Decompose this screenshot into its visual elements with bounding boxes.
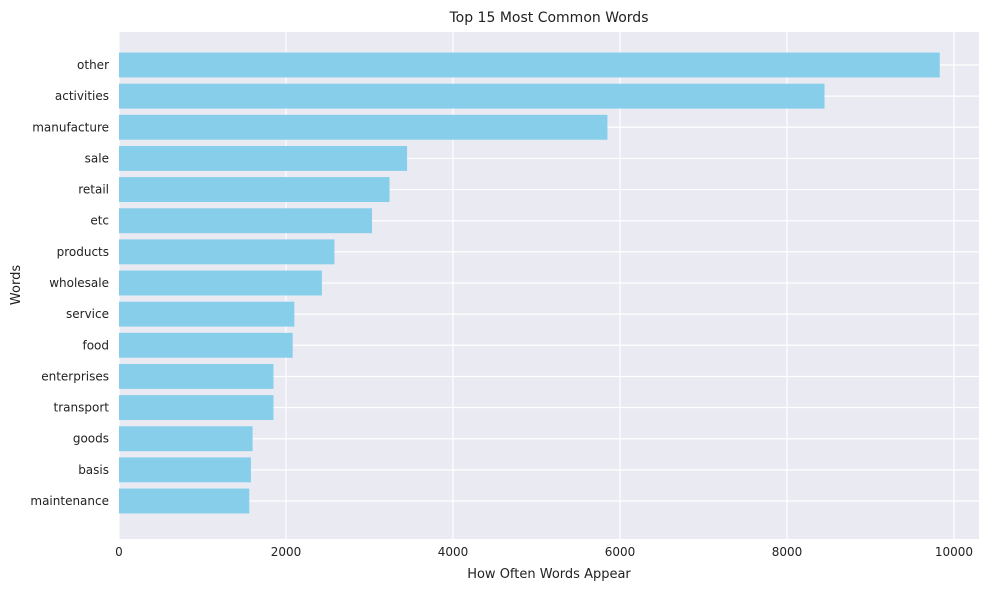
y-tick-label: manufacture [32, 120, 109, 134]
y-tick-label: service [66, 307, 109, 321]
x-tick-labels: 0 2000 4000 6000 8000 10000 [115, 545, 973, 559]
bar-etc [119, 208, 372, 234]
y-tick-label: maintenance [30, 494, 109, 508]
x-tick-label: 8000 [772, 545, 803, 559]
bar-sale [119, 145, 408, 171]
x-tick-label: 10000 [935, 545, 973, 559]
x-tick-label: 0 [115, 545, 123, 559]
bar-retail [119, 177, 390, 203]
x-tick-label: 2000 [271, 545, 302, 559]
y-tick-label: etc [90, 214, 109, 228]
y-tick-label: other [77, 58, 109, 72]
bars [119, 52, 940, 514]
bar-maintenance [119, 488, 250, 514]
bar-basis [119, 457, 251, 483]
bar-food [119, 332, 293, 358]
y-tick-label: food [82, 338, 109, 352]
y-tick-label: basis [78, 463, 109, 477]
y-tick-label: sale [85, 151, 109, 165]
bar-transport [119, 395, 274, 421]
bar-service [119, 301, 295, 327]
y-tick-label: enterprises [41, 369, 109, 383]
x-tick-label: 6000 [605, 545, 636, 559]
bar-products [119, 239, 335, 265]
x-tick-label: 4000 [438, 545, 469, 559]
y-tick-label: products [57, 245, 109, 259]
x-axis-label: How Often Words Appear [467, 567, 631, 582]
y-tick-label: wholesale [49, 276, 109, 290]
bar-enterprises [119, 363, 274, 389]
y-tick-label: transport [54, 401, 110, 415]
bar-activities [119, 83, 825, 109]
y-tick-labels: other activities manufacture sale retail etc p… [30, 58, 109, 508]
y-tick-label: goods [73, 432, 109, 446]
bar-other [119, 52, 940, 78]
chart-title: Top 15 Most Common Words [448, 10, 648, 26]
y-tick-label: retail [78, 183, 109, 197]
bar-manufacture [119, 114, 608, 140]
y-tick-label: activities [55, 89, 109, 103]
y-axis-label: Words [9, 265, 24, 305]
bar-goods [119, 426, 253, 452]
bar-wholesale [119, 270, 322, 296]
